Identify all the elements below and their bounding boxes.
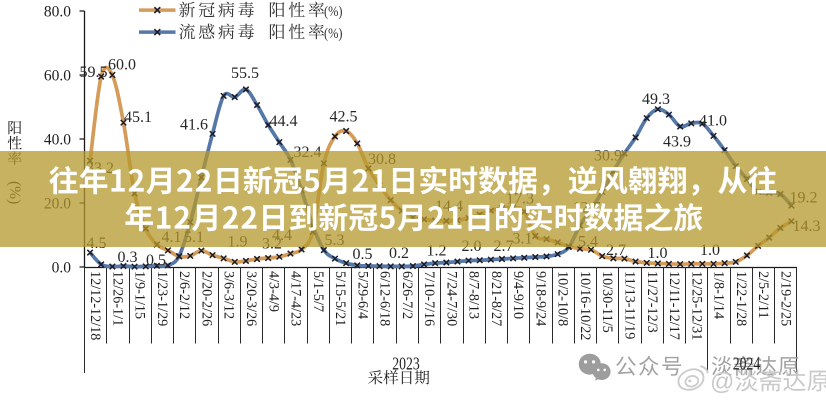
- svg-text:12/12-12/18: 12/12-12/18: [87, 271, 103, 340]
- svg-text:3/6-3/12: 3/6-3/12: [221, 271, 237, 319]
- svg-text:40.0: 40.0: [44, 131, 71, 148]
- svg-text:2024: 2024: [733, 353, 761, 373]
- svg-text:4/17-4/23: 4/17-4/23: [288, 271, 304, 326]
- svg-text:2/6-2/12: 2/6-2/12: [176, 271, 192, 319]
- svg-text:12/26-1/1: 12/26-1/1: [109, 271, 125, 326]
- svg-text:41.0: 41.0: [699, 113, 727, 130]
- svg-text:49.3: 49.3: [642, 91, 670, 108]
- svg-text:0.2: 0.2: [389, 245, 409, 262]
- svg-text:1/23-1/29: 1/23-1/29: [154, 271, 170, 326]
- svg-text:10/30-11/5: 10/30-11/5: [599, 271, 615, 333]
- svg-text:1/9-1/15: 1/9-1/15: [132, 271, 148, 319]
- svg-text:6/26-7/2: 6/26-7/2: [399, 271, 415, 319]
- svg-text:0.5: 0.5: [146, 252, 166, 269]
- svg-text:44.4: 44.4: [270, 113, 298, 130]
- svg-text:41.6: 41.6: [180, 117, 208, 134]
- svg-text:5/29-6/4: 5/29-6/4: [354, 271, 370, 319]
- svg-text:1.0: 1.0: [648, 245, 668, 262]
- svg-text:5/1-5/7: 5/1-5/7: [310, 271, 326, 312]
- svg-text:2/20-2/26: 2/20-2/26: [199, 271, 215, 326]
- svg-text:7/24-7/30: 7/24-7/30: [443, 271, 459, 326]
- svg-text:2/19-2/25: 2/19-2/25: [777, 271, 793, 326]
- svg-text:55.5: 55.5: [231, 65, 259, 82]
- svg-text:80.0: 80.0: [44, 3, 71, 20]
- svg-text:42.5: 42.5: [330, 109, 358, 126]
- svg-text:1/8-1/14: 1/8-1/14: [711, 271, 727, 319]
- svg-text:10/2-10/8: 10/2-10/8: [555, 271, 571, 326]
- svg-text:1/22-1/28: 1/22-1/28: [733, 271, 749, 326]
- svg-text:4/3-4/9: 4/3-4/9: [265, 271, 281, 312]
- svg-text:0.0: 0.0: [52, 259, 72, 276]
- svg-text:11/27-12/3: 11/27-12/3: [644, 271, 660, 333]
- svg-text:60.0: 60.0: [44, 67, 71, 84]
- svg-text:6/12-6/18: 6/12-6/18: [377, 271, 393, 326]
- svg-text:12/25-12/31: 12/25-12/31: [688, 271, 704, 340]
- svg-text:9/18-9/24: 9/18-9/24: [532, 271, 548, 326]
- svg-text:59.5: 59.5: [80, 64, 108, 81]
- svg-text:(%): (%): [324, 4, 343, 20]
- svg-text:60.0: 60.0: [108, 57, 136, 74]
- svg-text:2/5-2/11: 2/5-2/11: [755, 271, 771, 319]
- svg-text:0.5: 0.5: [353, 246, 373, 263]
- svg-text:8/7-8/13: 8/7-8/13: [466, 271, 482, 319]
- svg-text:11/13-11/19: 11/13-11/19: [622, 271, 638, 339]
- svg-text:12/11-12/17: 12/11-12/17: [666, 271, 682, 340]
- svg-text:3/20-3/26: 3/20-3/26: [243, 271, 259, 326]
- svg-text:5/15-5/21: 5/15-5/21: [332, 271, 348, 326]
- svg-text:7/10-7/16: 7/10-7/16: [421, 271, 437, 326]
- svg-text:45.1: 45.1: [124, 109, 152, 126]
- svg-text:8/21-8/27: 8/21-8/27: [488, 271, 504, 326]
- svg-text:43.9: 43.9: [663, 134, 691, 151]
- svg-text:@: @: [710, 369, 734, 396]
- svg-text:10/16-10/22: 10/16-10/22: [577, 271, 593, 340]
- svg-text:(%): (%): [324, 26, 343, 42]
- svg-text:0.3: 0.3: [118, 249, 138, 266]
- svg-text:9/4-9/10: 9/4-9/10: [510, 271, 526, 319]
- svg-text:2023: 2023: [392, 353, 420, 373]
